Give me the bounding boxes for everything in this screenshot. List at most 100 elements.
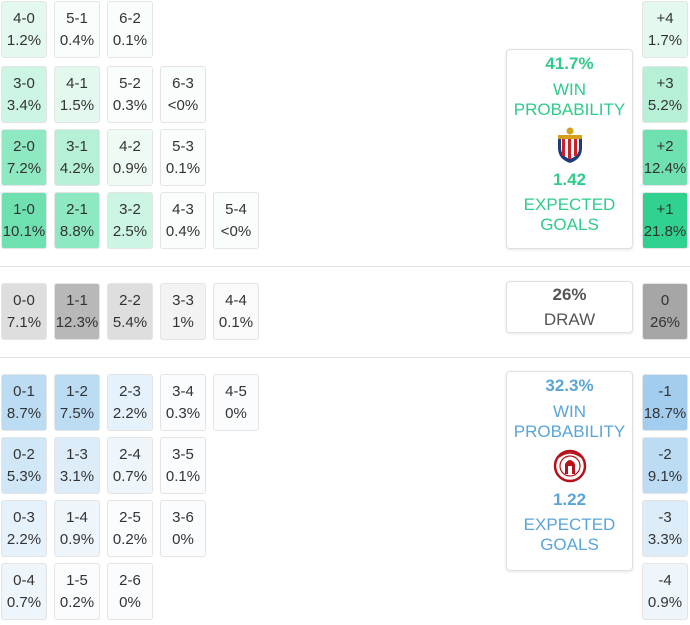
score-cell-probability: 0.2% (112, 530, 148, 548)
score-cell-label: 6-2 (119, 9, 141, 27)
score-cell-probability: 0.9% (59, 530, 95, 548)
score-cell-probability: 7.5% (59, 404, 95, 422)
score-cell-label: 3-3 (172, 291, 194, 309)
score-cell: 1-1 12.3% (54, 283, 100, 340)
score-cell-probability: 0% (172, 530, 194, 548)
away-win-label-2: PROBABILITY (513, 422, 626, 441)
score-cell-probability: 7.2% (6, 159, 42, 177)
score-cell: 1-0 10.1% (1, 192, 47, 249)
margin-cell-probability: 21.8% (643, 222, 687, 240)
score-cell-probability: 2.2% (6, 530, 42, 548)
score-cell-label: 5-2 (119, 74, 141, 92)
score-cell-probability: 5.3% (6, 467, 42, 485)
margin-cell-label: -4 (658, 571, 672, 589)
score-cell: 5-4 <0% (213, 192, 259, 249)
draw-probability: 26% (552, 285, 587, 304)
score-cell: 0-2 5.3% (1, 437, 47, 494)
score-cell-label: 2-6 (119, 571, 141, 589)
score-cell: 3-2 2.5% (107, 192, 153, 249)
score-cell: 3-6 0% (160, 500, 206, 557)
score-cell-probability: 0% (225, 404, 247, 422)
margin-cell: -3 3.3% (642, 500, 688, 557)
score-cell-probability: 12.3% (55, 313, 99, 331)
score-cell-label: 4-2 (119, 137, 141, 155)
score-cell: 3-0 3.4% (1, 66, 47, 123)
margin-cell-probability: 1.7% (647, 31, 683, 49)
margin-cell: -1 18.7% (642, 374, 688, 431)
draw-label: DRAW (543, 310, 596, 329)
score-cell-label: 2-0 (13, 137, 35, 155)
margin-cell-probability: 9.1% (647, 467, 683, 485)
score-cell-label: 3-5 (172, 445, 194, 463)
margin-cell-label: -2 (658, 445, 672, 463)
score-cell-label: 2-5 (119, 508, 141, 526)
score-cell-label: 5-3 (172, 137, 194, 155)
home-xg-label-2: GOALS (540, 215, 599, 234)
score-cell-label: 6-3 (172, 74, 194, 92)
margin-cell-label: +2 (656, 137, 674, 155)
score-cell-label: 4-4 (225, 291, 247, 309)
score-cell: 3-5 0.1% (160, 437, 206, 494)
score-cell: 1-2 7.5% (54, 374, 100, 431)
score-cell: 0-4 0.7% (1, 563, 47, 620)
score-cell-label: 4-0 (13, 9, 35, 27)
atletico-san-luis-crest-icon (553, 449, 586, 483)
score-cell-label: 5-4 (225, 200, 247, 218)
home-win-label-1: WIN (552, 80, 587, 99)
margin-cell-label: +4 (656, 9, 674, 27)
margin-cell: +1 21.8% (642, 192, 688, 249)
draw-summary-card: 26% DRAW (506, 281, 633, 333)
score-cell: 6-3 <0% (160, 66, 206, 123)
margin-cell: +2 12.4% (642, 129, 688, 186)
score-cell-label: 5-1 (66, 9, 88, 27)
score-cell-probability: 0.2% (59, 593, 95, 611)
score-cell-probability: 0.4% (165, 222, 201, 240)
margin-cell: +3 5.2% (642, 66, 688, 123)
score-cell: 1-3 3.1% (54, 437, 100, 494)
score-cell: 2-6 0% (107, 563, 153, 620)
score-cell-label: 0-2 (13, 445, 35, 463)
score-cell: 6-2 0.1% (107, 1, 153, 58)
home-win-probability: 41.7% (545, 54, 594, 73)
score-cell: 5-2 0.3% (107, 66, 153, 123)
score-cell-probability: 2.2% (112, 404, 148, 422)
score-cell-probability: 1.2% (6, 31, 42, 49)
score-cell: 2-3 2.2% (107, 374, 153, 431)
away-win-probability: 32.3% (545, 376, 594, 395)
margin-cell-probability: 5.2% (647, 96, 683, 114)
score-cell-probability: 1.5% (59, 96, 95, 114)
score-cell-label: 0-0 (13, 291, 35, 309)
divider-home-draw (0, 266, 690, 267)
score-cell-probability: 0.4% (59, 31, 95, 49)
score-cell-probability: 3.1% (59, 467, 95, 485)
score-cell: 2-0 7.2% (1, 129, 47, 186)
score-cell-probability: 4.2% (59, 159, 95, 177)
score-cell-probability: 3.4% (6, 96, 42, 114)
margin-cell: +4 1.7% (642, 1, 688, 58)
score-cell: 4-5 0% (213, 374, 259, 431)
margin-cell-probability: 26% (649, 313, 681, 331)
score-cell-probability: 0% (119, 593, 141, 611)
score-cell: 5-1 0.4% (54, 1, 100, 58)
score-cell: 2-1 8.8% (54, 192, 100, 249)
score-cell-label: 3-4 (172, 382, 194, 400)
score-cell-label: 2-3 (119, 382, 141, 400)
score-cell: 2-5 0.2% (107, 500, 153, 557)
margin-cell: -4 0.9% (642, 563, 688, 620)
score-cell: 3-1 4.2% (54, 129, 100, 186)
score-cell-label: 3-1 (66, 137, 88, 155)
score-cell-label: 3-2 (119, 200, 141, 218)
margin-cell-probability: 18.7% (643, 404, 687, 422)
score-cell: 0-3 2.2% (1, 500, 47, 557)
score-cell: 0-0 7.1% (1, 283, 47, 340)
score-cell-probability: 0.7% (112, 467, 148, 485)
away-expected-goals: 1.22 (552, 490, 587, 509)
margin-cell: 0 26% (642, 283, 688, 340)
score-cell-probability: 0.1% (165, 467, 201, 485)
score-cell-probability: 7.1% (6, 313, 42, 331)
margin-cell: -2 9.1% (642, 437, 688, 494)
margin-cell-probability: 12.4% (643, 159, 687, 177)
score-cell-probability: 0.1% (218, 313, 254, 331)
away-win-label-1: WIN (552, 402, 587, 421)
score-cell-probability: 8.8% (59, 222, 95, 240)
